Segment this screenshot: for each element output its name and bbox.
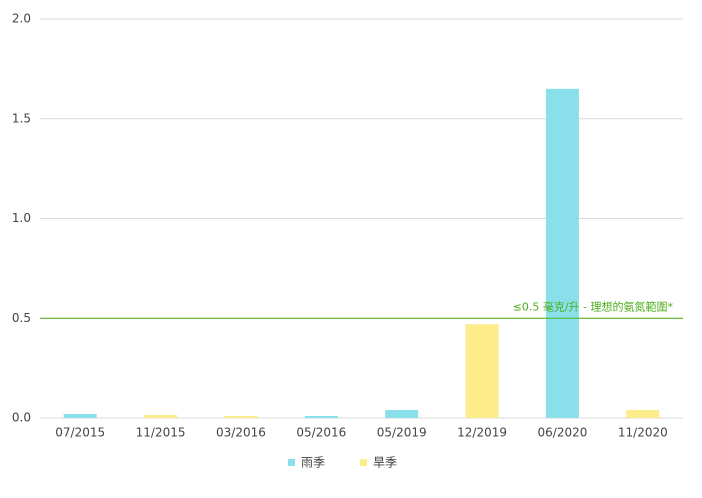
- x-tick-label: 11/2020: [618, 426, 668, 440]
- legend-marker: [288, 459, 295, 466]
- y-tick-label: 0.0: [12, 411, 31, 425]
- x-tick-label: 03/2016: [216, 426, 266, 440]
- reference-label: ≤0.5 毫克/升 - 理想的氨氮範圍*: [513, 299, 674, 313]
- bar: [626, 410, 660, 418]
- legend-label: 雨季: [301, 456, 325, 470]
- x-tick-label: 05/2016: [296, 426, 346, 440]
- bar: [304, 416, 338, 418]
- x-tick-label: 07/2015: [55, 426, 105, 440]
- bar: [545, 88, 579, 418]
- y-tick-label: 1.5: [12, 111, 31, 125]
- y-tick-label: 2.0: [12, 12, 31, 26]
- y-tick-label: 1.0: [12, 211, 31, 225]
- x-tick-label: 06/2020: [538, 426, 588, 440]
- y-tick-label: 0.5: [12, 311, 31, 325]
- bar: [465, 324, 499, 418]
- x-tick-label: 05/2019: [377, 426, 427, 440]
- bar: [63, 414, 97, 418]
- legend-label: 旱季: [373, 456, 397, 470]
- x-tick-label: 12/2019: [457, 426, 507, 440]
- bar: [144, 415, 178, 418]
- bar: [224, 416, 258, 418]
- legend-marker: [360, 459, 367, 466]
- x-tick-label: 11/2015: [136, 426, 186, 440]
- bar: [385, 410, 419, 418]
